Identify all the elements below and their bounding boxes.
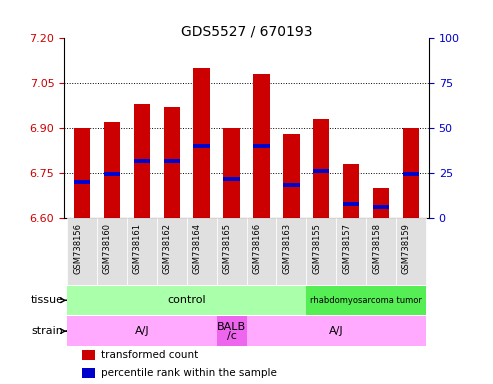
Text: GSM738155: GSM738155 bbox=[312, 223, 321, 274]
Bar bbox=[313, 119, 329, 218]
Bar bbox=[283, 134, 300, 218]
Text: GSM738162: GSM738162 bbox=[163, 223, 172, 274]
FancyBboxPatch shape bbox=[336, 218, 366, 285]
FancyBboxPatch shape bbox=[67, 286, 306, 315]
Text: GSM738156: GSM738156 bbox=[73, 223, 82, 274]
FancyBboxPatch shape bbox=[67, 316, 216, 346]
Bar bbox=[403, 172, 419, 176]
Bar bbox=[283, 183, 300, 187]
Text: rhabdomyosarcoma tumor: rhabdomyosarcoma tumor bbox=[310, 296, 422, 305]
Bar bbox=[343, 202, 359, 206]
Text: GDS5527 / 670193: GDS5527 / 670193 bbox=[181, 25, 312, 39]
FancyBboxPatch shape bbox=[187, 218, 216, 285]
Bar bbox=[193, 68, 210, 218]
Bar bbox=[253, 144, 270, 148]
Bar bbox=[134, 159, 150, 163]
Text: strain: strain bbox=[32, 326, 64, 336]
Bar bbox=[403, 128, 419, 218]
FancyBboxPatch shape bbox=[306, 286, 426, 315]
Text: GSM738158: GSM738158 bbox=[372, 223, 381, 274]
Bar bbox=[223, 177, 240, 181]
Text: GSM738159: GSM738159 bbox=[402, 223, 411, 274]
Bar bbox=[164, 107, 180, 218]
Text: BALB
/c: BALB /c bbox=[217, 322, 246, 341]
Text: tissue: tissue bbox=[31, 295, 64, 305]
FancyBboxPatch shape bbox=[306, 218, 336, 285]
FancyBboxPatch shape bbox=[366, 218, 396, 285]
Bar bbox=[373, 188, 389, 218]
Text: GSM738166: GSM738166 bbox=[252, 223, 261, 274]
FancyBboxPatch shape bbox=[216, 218, 246, 285]
Bar bbox=[313, 169, 329, 173]
FancyBboxPatch shape bbox=[157, 218, 187, 285]
Bar bbox=[82, 368, 95, 379]
Bar bbox=[343, 164, 359, 218]
Bar bbox=[104, 122, 120, 218]
Text: transformed count: transformed count bbox=[101, 350, 198, 360]
FancyArrowPatch shape bbox=[61, 329, 66, 333]
Text: GSM738157: GSM738157 bbox=[342, 223, 351, 274]
Text: control: control bbox=[168, 295, 206, 305]
Bar bbox=[253, 74, 270, 218]
Bar bbox=[164, 159, 180, 163]
Text: GSM738160: GSM738160 bbox=[103, 223, 112, 274]
Text: GSM738165: GSM738165 bbox=[222, 223, 232, 274]
FancyBboxPatch shape bbox=[246, 316, 426, 346]
Bar bbox=[82, 350, 95, 360]
Bar bbox=[74, 180, 90, 184]
Bar bbox=[373, 205, 389, 209]
Bar bbox=[74, 128, 90, 218]
FancyBboxPatch shape bbox=[246, 218, 277, 285]
FancyBboxPatch shape bbox=[396, 218, 426, 285]
Text: GSM738163: GSM738163 bbox=[282, 223, 291, 274]
FancyBboxPatch shape bbox=[97, 218, 127, 285]
Text: A/J: A/J bbox=[135, 326, 149, 336]
Bar bbox=[134, 104, 150, 218]
FancyBboxPatch shape bbox=[277, 218, 306, 285]
FancyBboxPatch shape bbox=[127, 218, 157, 285]
Bar bbox=[193, 144, 210, 148]
FancyArrowPatch shape bbox=[61, 298, 66, 303]
Bar bbox=[223, 128, 240, 218]
FancyBboxPatch shape bbox=[216, 316, 246, 346]
FancyBboxPatch shape bbox=[67, 218, 97, 285]
Text: GSM738164: GSM738164 bbox=[193, 223, 202, 274]
Text: A/J: A/J bbox=[329, 326, 344, 336]
Bar bbox=[104, 172, 120, 176]
Text: percentile rank within the sample: percentile rank within the sample bbox=[101, 368, 277, 379]
Text: GSM738161: GSM738161 bbox=[133, 223, 142, 274]
